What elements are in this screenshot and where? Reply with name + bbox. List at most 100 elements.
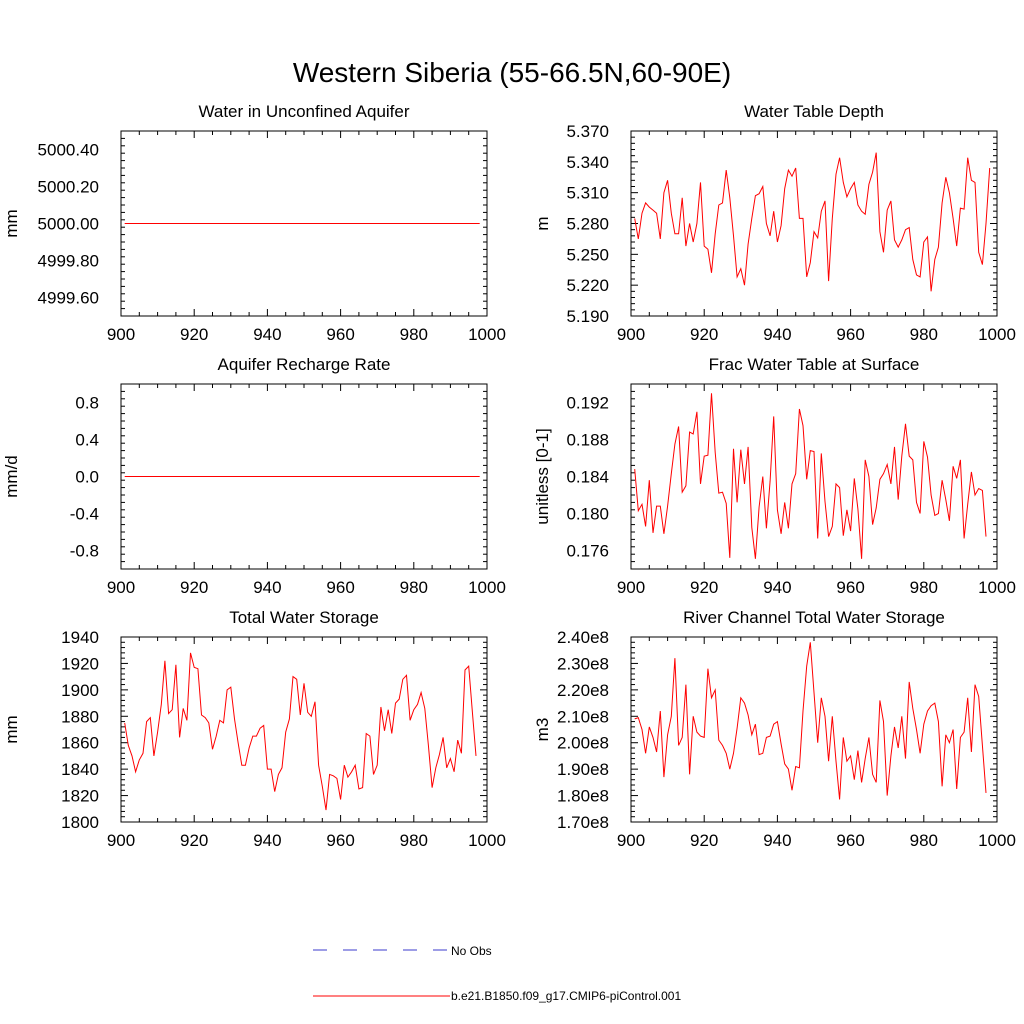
x-tick-label: 920 (180, 325, 208, 344)
x-tick-label: 960 (836, 325, 864, 344)
x-tick-label: 980 (910, 578, 938, 597)
panel-4: Frac Water Table at Surface 900 920 940 960 9… (533, 355, 1016, 597)
x-tick-label: 1000 (978, 578, 1016, 597)
x-tick-label: 980 (910, 831, 938, 850)
y-tick-label: 5.190 (566, 307, 609, 326)
y-tick-label: 0.8 (75, 394, 99, 413)
y-tick-label: 1880 (61, 707, 99, 726)
panel-1: Water in Unconfined Aquifer 900 920 940 960 9… (2, 102, 506, 344)
series-line (634, 393, 987, 559)
y-tick-label: 1840 (61, 760, 99, 779)
y-tick-label: 2.00e8 (557, 734, 609, 753)
y-tick-label: 1.90e8 (557, 760, 609, 779)
y-tick-label: 0.180 (566, 505, 609, 524)
x-tick-label: 920 (690, 578, 718, 597)
panel-title: Water Table Depth (744, 102, 884, 121)
x-tick-label: 960 (326, 831, 354, 850)
y-tick-label: 5.370 (566, 122, 609, 141)
x-tick-label: 940 (253, 325, 281, 344)
panel-title: River Channel Total Water Storage (683, 608, 945, 627)
x-tick-label: 920 (690, 325, 718, 344)
y-tick-label: 5000.20 (38, 178, 99, 197)
y-axis-label: m3 (533, 718, 552, 742)
x-tick-label: 960 (836, 831, 864, 850)
y-tick-label: 5.280 (566, 215, 609, 234)
plot-frame (630, 130, 998, 317)
x-tick-label: 900 (617, 831, 645, 850)
panel-3: Aquifer Recharge Rate 900 920 940 960 980 1000… (2, 355, 506, 597)
panel-title: Frac Water Table at Surface (709, 355, 920, 374)
y-tick-label: -0.4 (70, 505, 99, 524)
panel-title: Aquifer Recharge Rate (218, 355, 391, 374)
y-tick-label: -0.8 (70, 542, 99, 561)
x-tick-label: 940 (253, 578, 281, 597)
y-tick-label: 4999.60 (38, 289, 99, 308)
y-axis-label: mm (2, 715, 21, 743)
panel-2: Water Table Depth 900 920 940 960 980 1000 5.19… (533, 102, 1016, 344)
x-tick-label: 940 (763, 325, 791, 344)
y-tick-label: 5000.00 (38, 215, 99, 234)
y-tick-label: 1920 (61, 654, 99, 673)
x-tick-label: 1000 (468, 325, 506, 344)
x-tick-label: 940 (763, 578, 791, 597)
y-tick-label: 5.310 (566, 184, 609, 203)
y-tick-label: 5.220 (566, 276, 609, 295)
x-tick-label: 980 (400, 578, 428, 597)
x-tick-label: 900 (107, 831, 135, 850)
y-tick-label: 0.176 (566, 542, 609, 561)
y-tick-label: 4999.80 (38, 252, 99, 271)
x-tick-label: 1000 (468, 831, 506, 850)
y-tick-label: 5.250 (566, 245, 609, 264)
x-tick-label: 980 (910, 325, 938, 344)
y-tick-label: 1940 (61, 628, 99, 647)
x-tick-label: 980 (400, 325, 428, 344)
x-tick-label: 900 (617, 578, 645, 597)
x-tick-label: 960 (326, 578, 354, 597)
y-tick-label: 1800 (61, 813, 99, 832)
x-tick-label: 920 (690, 831, 718, 850)
y-tick-label: 2.40e8 (557, 628, 609, 647)
y-tick-label: 0.4 (75, 431, 99, 450)
x-tick-label: 960 (326, 325, 354, 344)
panel-title: Water in Unconfined Aquifer (198, 102, 409, 121)
y-axis-label: mm (2, 209, 21, 237)
legend-model-label: b.e21.B1850.f09_g17.CMIP6-piControl.001 (451, 989, 681, 1003)
y-tick-label: 2.20e8 (557, 681, 609, 700)
x-tick-label: 940 (253, 831, 281, 850)
y-tick-label: 0.192 (566, 394, 609, 413)
x-tick-label: 940 (763, 831, 791, 850)
y-tick-label: 2.30e8 (557, 654, 609, 673)
series-line (634, 642, 987, 800)
x-tick-label: 900 (617, 325, 645, 344)
legend-obs-label: No Obs (451, 944, 492, 958)
y-tick-label: 0.184 (566, 468, 609, 487)
plot-frame (630, 636, 998, 823)
x-tick-label: 920 (180, 578, 208, 597)
y-axis-label: m (533, 216, 552, 230)
legend: No Obs b.e21.B1850.f09_g17.CMIP6-piContr… (313, 944, 681, 1003)
x-tick-label: 960 (836, 578, 864, 597)
panel-title: Total Water Storage (229, 608, 379, 627)
y-tick-label: 1900 (61, 681, 99, 700)
panels: Water in Unconfined Aquifer 900 920 940 960 9… (2, 102, 1016, 850)
y-tick-label: 1860 (61, 734, 99, 753)
x-tick-label: 1000 (978, 831, 1016, 850)
x-tick-label: 900 (107, 578, 135, 597)
plot-frame (120, 636, 488, 823)
x-tick-label: 1000 (468, 578, 506, 597)
x-tick-label: 1000 (978, 325, 1016, 344)
y-tick-label: 0.0 (75, 468, 99, 487)
y-axis-label: unitless [0-1] (533, 428, 552, 524)
panel-5: Total Water Storage 900 920 940 960 980 1000 18… (2, 608, 506, 850)
x-tick-label: 900 (107, 325, 135, 344)
series-line (634, 152, 991, 292)
page-title: Western Siberia (55-66.5N,60-90E) (293, 57, 731, 88)
y-tick-label: 2.10e8 (557, 707, 609, 726)
panel-6: River Channel Total Water Storage 900 920 9… (533, 608, 1016, 850)
y-tick-label: 5.340 (566, 153, 609, 172)
y-tick-label: 0.188 (566, 431, 609, 450)
y-axis-label: mm/d (2, 455, 21, 498)
plot-frame (630, 383, 998, 570)
series-line (124, 652, 477, 811)
